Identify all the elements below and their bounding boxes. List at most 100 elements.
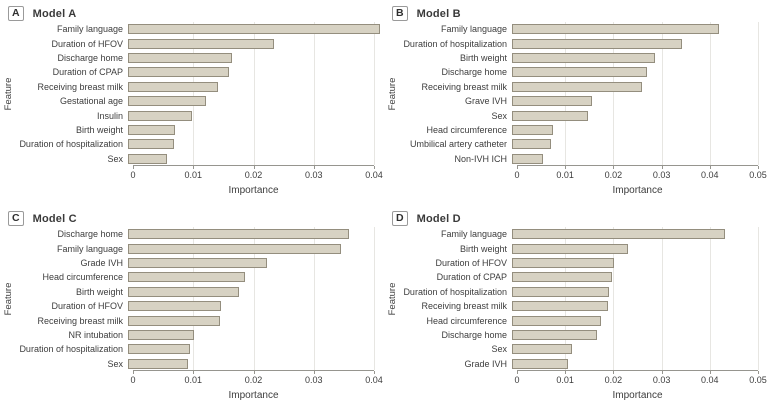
feature-label: Sex (491, 344, 507, 355)
feature-label: Family language (56, 243, 123, 254)
x-tick-label: 0.04 (365, 170, 383, 180)
x-axis-tick-labels: 0 0.01 0.02 0.03 0.04 (130, 375, 382, 387)
feature-label: Receiving breast milk (37, 81, 123, 92)
x-tick-label: 0.01 (184, 375, 203, 385)
panel-model-c: C Model C Feature Discharge home Family l… (0, 205, 384, 409)
bar-row: Family language (400, 227, 758, 241)
panel-model-d: D Model D Feature Family language Birth w… (384, 205, 768, 409)
x-tick-label: 0.05 (749, 375, 767, 385)
x-tick-label: 0.04 (701, 170, 719, 180)
bar-track (128, 153, 374, 164)
bar-row: Head circumference (400, 313, 758, 327)
x-tick-label: 0.05 (749, 170, 767, 180)
axis-tick (374, 166, 375, 169)
gridline (193, 227, 195, 370)
bar-track (512, 301, 758, 312)
feature-label: NR intubation (68, 330, 123, 341)
x-tick-label: 0.04 (365, 375, 383, 385)
axis-tick (253, 166, 255, 169)
bar-row: Sex (400, 108, 758, 122)
importance-bar (512, 38, 682, 49)
importance-bar (128, 67, 230, 78)
bar-track (128, 110, 374, 121)
feature-label: Duration of HFOV (51, 38, 123, 49)
bar-track (128, 229, 374, 240)
x-tick-label: 0 (514, 375, 520, 385)
gridline (374, 22, 375, 165)
feature-label: Umbilical artery catheter (409, 139, 507, 150)
axis-tick (133, 166, 134, 169)
bar-track (128, 272, 374, 283)
x-tick-label: 0 (130, 375, 136, 385)
bar-track (128, 24, 381, 35)
gridline (613, 22, 615, 165)
panel-title: Model D (416, 212, 461, 225)
bar-row: Duration of HFOV (16, 36, 374, 50)
feature-label: Duration of hospitalization (19, 139, 123, 150)
panel-title: Model B (416, 7, 461, 20)
panel-title: Model C (32, 212, 77, 225)
x-tick-label: 0.02 (244, 375, 263, 385)
plot-area (133, 227, 375, 374)
bar-rows: Discharge home Family language Grade IVH He… (16, 227, 374, 371)
bar-row: Family language (16, 241, 374, 255)
bar-track (128, 125, 374, 136)
importance-bar (128, 301, 222, 312)
x-axis-label: Importance (612, 185, 663, 196)
feature-label: Family language (440, 229, 507, 240)
feature-label: Insulin (96, 110, 123, 121)
bar-row: Discharge home (400, 328, 758, 342)
importance-bar (512, 272, 613, 283)
feature-label: Birth weight (75, 125, 123, 136)
x-tick-label: 0.04 (701, 375, 719, 385)
bar-row: Gestational age (16, 94, 374, 108)
bar-track (512, 315, 758, 326)
feature-label: Discharge home (441, 330, 507, 341)
bar-track (512, 24, 758, 35)
feature-label: Discharge home (441, 67, 507, 78)
bar-track (512, 53, 758, 64)
y-axis-label: Feature (3, 77, 14, 111)
bar-row: Duration of HFOV (400, 256, 758, 270)
gridline (565, 227, 567, 370)
bar-rows: Family language Duration of hospitalizati… (400, 22, 758, 166)
importance-bar (512, 301, 608, 312)
bar-row: Sex (16, 152, 374, 166)
importance-bar (128, 243, 341, 254)
x-tick-label: 0.03 (304, 375, 323, 385)
feature-label: Duration of hospitalization (403, 286, 507, 297)
importance-bar (128, 286, 240, 297)
bar-track (128, 67, 374, 78)
feature-label: Sex (491, 110, 507, 121)
bar-row: Birth weight (16, 123, 374, 137)
bar-track (512, 96, 758, 107)
panel-header: D Model D (392, 211, 461, 226)
plot-area (133, 22, 375, 169)
axis-tick (613, 371, 615, 374)
x-tick-label: 0.01 (184, 170, 203, 180)
feature-label: Family language (440, 24, 507, 35)
bar-track (128, 258, 374, 269)
axis-tick (565, 371, 567, 374)
bar-row: Birth weight (400, 51, 758, 65)
feature-label: Non-IVH ICH (454, 153, 507, 164)
importance-bar (512, 125, 553, 136)
x-tick-label: 0 (130, 170, 136, 180)
gridline (253, 22, 255, 165)
importance-bar (512, 110, 588, 121)
x-axis-tick-labels: 0 0.01 0.02 0.03 0.04 (130, 170, 382, 182)
bar-track (128, 344, 374, 355)
bar-row: Receiving breast milk (16, 80, 374, 94)
bar-row: Duration of HFOV (16, 299, 374, 313)
bar-track (512, 229, 758, 240)
bar-row: Head circumference (400, 123, 758, 137)
bar-row: Family language (16, 22, 381, 36)
gridline (758, 227, 759, 370)
feature-label: Duration of CPAP (52, 67, 123, 78)
x-axis-tick-labels: 0 0.01 0.02 0.03 0.04 0.05 (514, 375, 766, 387)
feature-label: Head circumference (42, 272, 123, 283)
bar-track (512, 243, 758, 254)
axis-tick (133, 371, 134, 374)
importance-bar (128, 358, 188, 369)
axis-tick (193, 166, 195, 169)
